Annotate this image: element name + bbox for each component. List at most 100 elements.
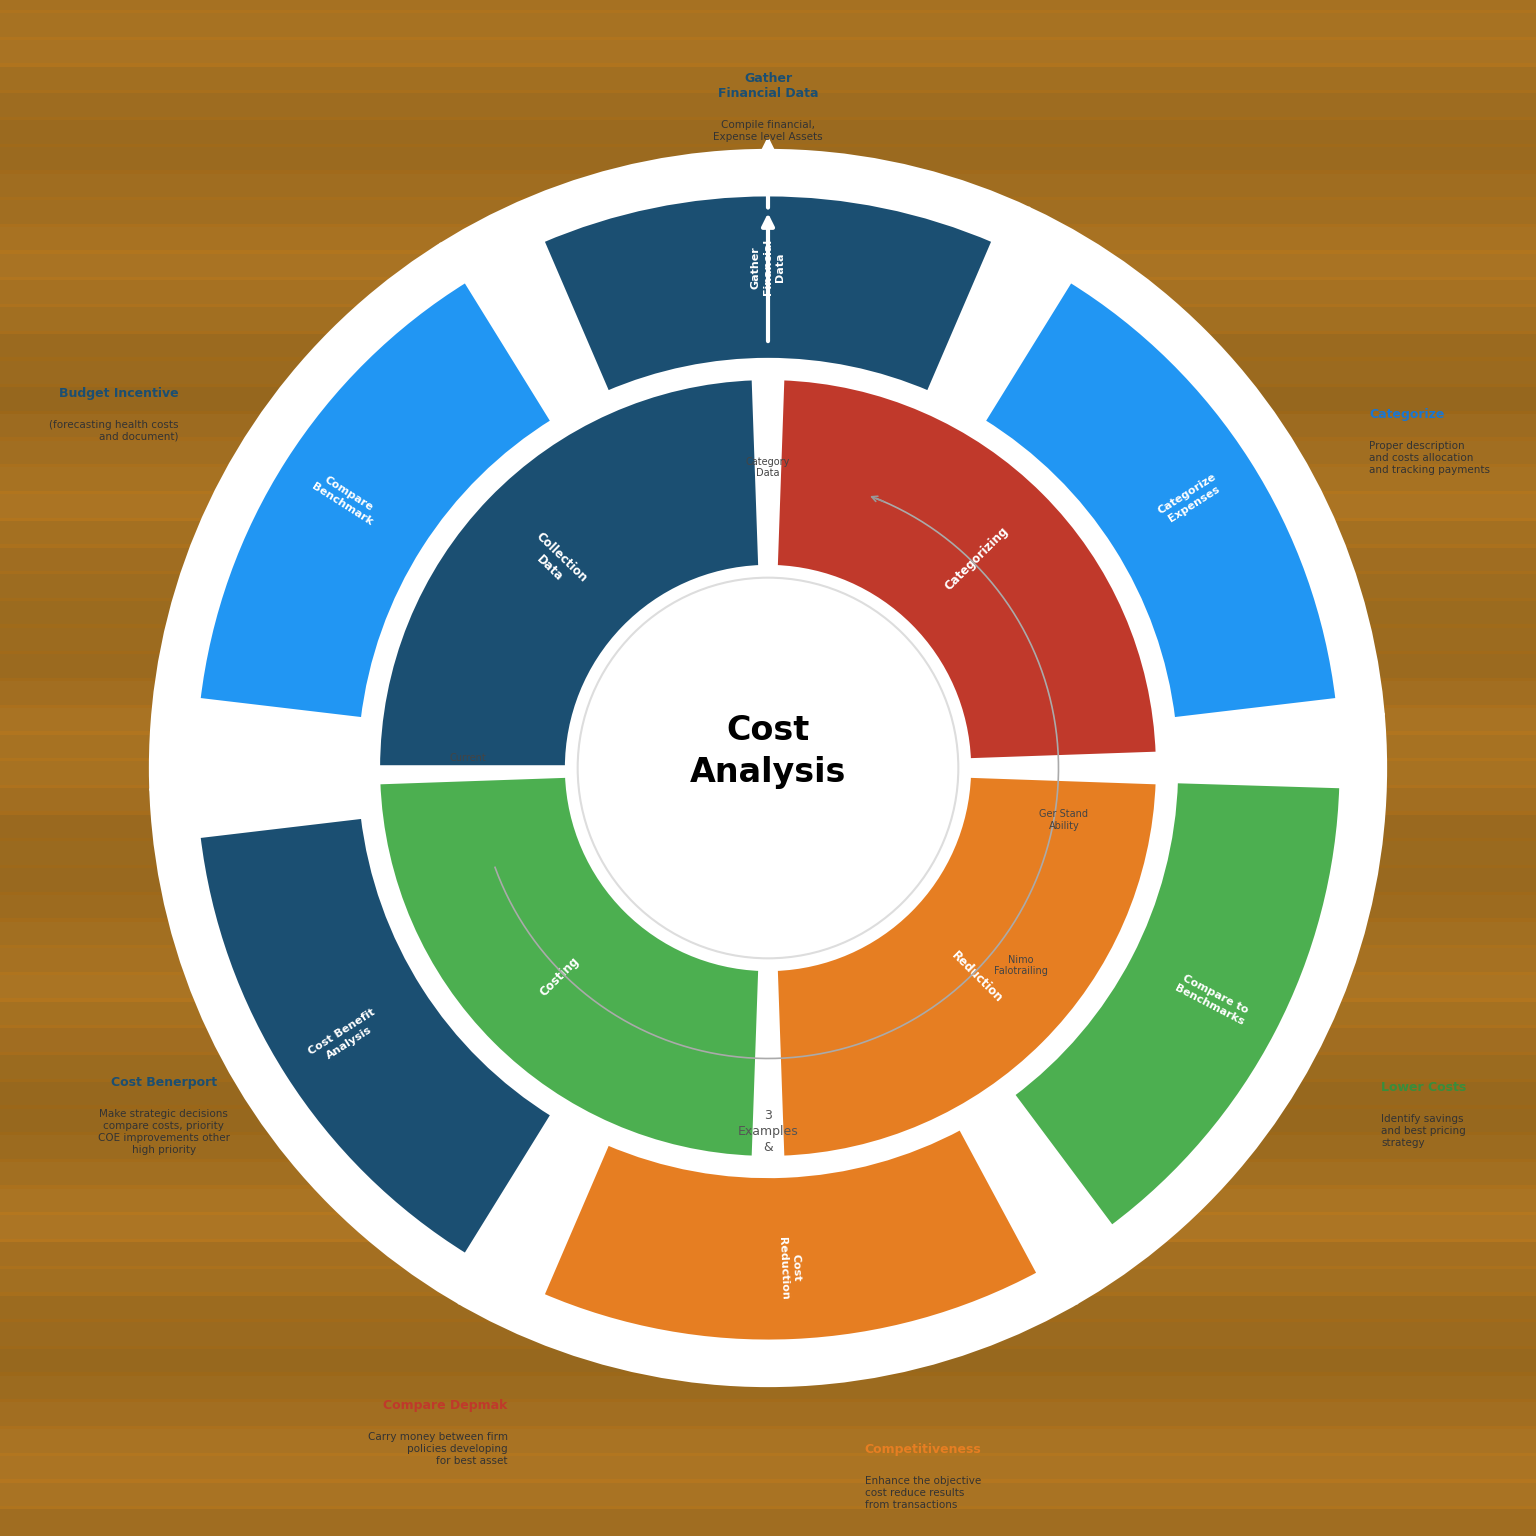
Bar bbox=[0, 1453, 1536, 1482]
Text: Current: Current bbox=[450, 753, 485, 762]
Bar bbox=[0, 571, 1536, 601]
Wedge shape bbox=[776, 776, 1158, 1158]
Circle shape bbox=[571, 571, 965, 965]
Bar bbox=[0, 464, 1536, 495]
Wedge shape bbox=[541, 1127, 1040, 1342]
Text: Reduction: Reduction bbox=[949, 949, 1005, 1005]
Bar bbox=[0, 1479, 1536, 1510]
Wedge shape bbox=[983, 280, 1338, 720]
Circle shape bbox=[578, 578, 958, 958]
Bar bbox=[0, 1319, 1536, 1349]
Bar bbox=[0, 865, 1536, 895]
Text: Lower Costs: Lower Costs bbox=[1381, 1081, 1467, 1094]
Bar bbox=[0, 705, 1536, 734]
Bar bbox=[0, 11, 1536, 40]
Polygon shape bbox=[1038, 1270, 1098, 1306]
Bar bbox=[0, 63, 1536, 94]
Text: Enhance the objective
cost reduce results
from transactions: Enhance the objective cost reduce result… bbox=[865, 1476, 982, 1510]
Bar bbox=[0, 492, 1536, 521]
Text: Cost
Analysis: Cost Analysis bbox=[690, 714, 846, 790]
Bar bbox=[0, 731, 1536, 762]
Circle shape bbox=[151, 151, 1385, 1385]
Bar bbox=[0, 1132, 1536, 1163]
Bar bbox=[0, 250, 1536, 281]
Bar bbox=[0, 438, 1536, 467]
Text: Categorize
Expenses: Categorize Expenses bbox=[1157, 472, 1224, 527]
Text: Ger Stand
Ability: Ger Stand Ability bbox=[1040, 809, 1089, 831]
Polygon shape bbox=[733, 149, 803, 184]
Text: Cost Benefit
Analysis: Cost Benefit Analysis bbox=[307, 1008, 384, 1068]
Text: Budget Incentive: Budget Incentive bbox=[60, 387, 180, 399]
Bar bbox=[0, 1212, 1536, 1243]
Text: Make strategic decisions
compare costs, priority
COE improvements other
high pri: Make strategic decisions compare costs, … bbox=[98, 1109, 229, 1155]
Bar bbox=[0, 945, 1536, 975]
Text: Compare
Benchmark: Compare Benchmark bbox=[310, 470, 381, 527]
Bar bbox=[0, 919, 1536, 948]
Bar bbox=[0, 143, 1536, 174]
Text: Costing: Costing bbox=[536, 955, 581, 1000]
Text: Gather
Financial Data: Gather Financial Data bbox=[717, 72, 819, 100]
Bar bbox=[0, 1106, 1536, 1135]
Bar bbox=[0, 518, 1536, 548]
Bar bbox=[0, 1505, 1536, 1536]
Text: Cost
Reduction: Cost Reduction bbox=[777, 1236, 802, 1301]
Text: (forecasting health costs
and document): (forecasting health costs and document) bbox=[49, 419, 180, 442]
Bar bbox=[0, 1025, 1536, 1055]
Bar bbox=[0, 276, 1536, 307]
Polygon shape bbox=[419, 240, 479, 276]
Bar bbox=[0, 544, 1536, 574]
Text: Categorize: Categorize bbox=[1370, 407, 1445, 421]
Wedge shape bbox=[1012, 780, 1342, 1229]
Text: Carry money between firm
policies developing
for best asset: Carry money between firm policies develo… bbox=[367, 1432, 508, 1465]
Bar bbox=[0, 1052, 1536, 1081]
Bar bbox=[0, 1372, 1536, 1402]
Text: Proper description
and costs allocation
and tracking payments: Proper description and costs allocation … bbox=[1370, 441, 1490, 475]
Polygon shape bbox=[991, 207, 1054, 240]
Text: Identify savings
and best pricing
strategy: Identify savings and best pricing strate… bbox=[1381, 1114, 1465, 1147]
Text: 3
Examples
&: 3 Examples & bbox=[737, 1109, 799, 1154]
Bar bbox=[0, 1158, 1536, 1189]
Wedge shape bbox=[776, 378, 1158, 760]
Bar bbox=[0, 891, 1536, 922]
Bar bbox=[0, 1240, 1536, 1269]
Text: Compare Depmak: Compare Depmak bbox=[384, 1399, 508, 1412]
Bar bbox=[0, 1292, 1536, 1322]
Wedge shape bbox=[198, 280, 553, 720]
Wedge shape bbox=[378, 776, 760, 1158]
Circle shape bbox=[364, 364, 1172, 1172]
Polygon shape bbox=[1349, 680, 1384, 751]
Bar bbox=[0, 1186, 1536, 1215]
Bar bbox=[0, 384, 1536, 415]
Wedge shape bbox=[378, 378, 760, 768]
Polygon shape bbox=[438, 1270, 498, 1306]
Bar bbox=[0, 811, 1536, 842]
Text: Category
Data: Category Data bbox=[746, 456, 790, 478]
Bar bbox=[0, 972, 1536, 1001]
Text: Compile financial,
Expense level Assets: Compile financial, Expense level Assets bbox=[713, 120, 823, 143]
Bar bbox=[0, 839, 1536, 868]
Bar bbox=[0, 0, 1536, 14]
Bar bbox=[0, 625, 1536, 654]
Bar bbox=[0, 91, 1536, 120]
Wedge shape bbox=[541, 194, 995, 393]
Bar bbox=[0, 785, 1536, 814]
Bar bbox=[0, 1425, 1536, 1456]
Bar bbox=[0, 304, 1536, 333]
Wedge shape bbox=[198, 816, 553, 1256]
Text: Gather
Financial
Data: Gather Financial Data bbox=[751, 240, 785, 295]
Bar bbox=[0, 998, 1536, 1029]
Bar bbox=[0, 224, 1536, 253]
Bar bbox=[0, 1399, 1536, 1428]
Bar bbox=[0, 410, 1536, 441]
Bar bbox=[0, 1078, 1536, 1109]
Text: Collection
Data: Collection Data bbox=[522, 530, 590, 596]
Bar bbox=[0, 330, 1536, 361]
Bar bbox=[0, 197, 1536, 227]
Text: Compare to
Benchmarks: Compare to Benchmarks bbox=[1174, 972, 1252, 1028]
Bar bbox=[0, 1266, 1536, 1295]
Polygon shape bbox=[151, 754, 184, 823]
Bar bbox=[0, 117, 1536, 147]
Bar bbox=[0, 677, 1536, 708]
Bar bbox=[0, 757, 1536, 788]
Text: Nimo
Falotrailing: Nimo Falotrailing bbox=[994, 954, 1048, 977]
